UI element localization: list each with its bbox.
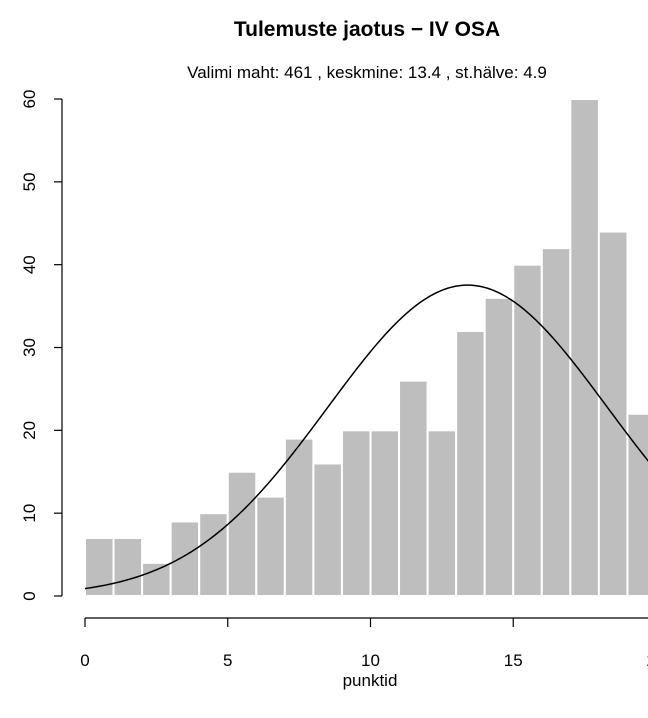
- y-tick-label: 30: [20, 338, 39, 357]
- y-tick-label: 50: [20, 172, 39, 191]
- histogram-bar: [597, 230, 629, 597]
- y-tick-label: 60: [20, 90, 39, 109]
- y-tick-label: 0: [20, 591, 39, 600]
- y-tick-label: 40: [20, 255, 39, 274]
- histogram-bar: [398, 379, 429, 597]
- y-tick-label: 10: [20, 504, 39, 523]
- y-tick-label: 20: [20, 421, 39, 440]
- histogram-bar: [141, 561, 172, 597]
- chart-title: Tulemuste jaotus − IV OSA: [234, 18, 500, 41]
- histogram-bar: [626, 412, 648, 597]
- chart-subtitle: Valimi maht: 461 , keskmine: 13.4 , st.h…: [187, 63, 547, 82]
- histogram-bar: [198, 512, 229, 597]
- histogram-bar: [369, 429, 401, 597]
- histogram-bar: [169, 520, 201, 597]
- histogram-bars: [84, 98, 648, 598]
- histogram-bar: [426, 429, 458, 597]
- x-tick-label: 5: [223, 651, 232, 670]
- normal-density-curve: [84, 284, 648, 590]
- histogram-bar: [312, 462, 343, 597]
- x-tick-label: 15: [504, 651, 523, 670]
- histogram-bar: [569, 98, 600, 598]
- histogram-bar: [255, 495, 286, 597]
- histogram-bar: [112, 537, 144, 597]
- histogram-bar: [283, 437, 315, 597]
- histogram-bar: [512, 263, 543, 597]
- x-axis: 0 5 10 15 20: [80, 617, 648, 670]
- histogram-bar: [483, 296, 515, 597]
- x-tick-label: 10: [361, 651, 380, 670]
- x-tick-label: 0: [80, 651, 89, 670]
- histogram-bar: [226, 470, 258, 598]
- x-axis-label: punktid: [343, 671, 398, 690]
- histogram-bar: [455, 329, 486, 597]
- histogram-bar: [340, 429, 372, 597]
- y-axis: 0 10 20 30 40 50 60: [20, 90, 63, 601]
- histogram-bar: [540, 247, 572, 597]
- x-tick-label: 20: [647, 651, 648, 670]
